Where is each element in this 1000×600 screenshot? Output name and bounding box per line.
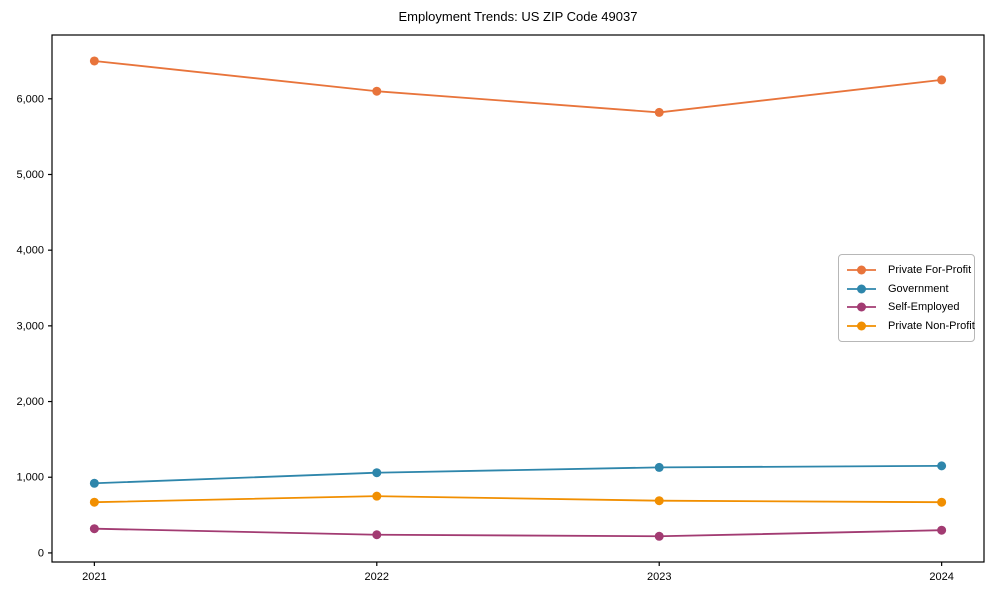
legend-label: Private For-Profit (888, 264, 972, 276)
legend-label: Self-Employed (888, 301, 960, 314)
data-point-marker (372, 86, 382, 96)
y-tick-label: 1,000 (16, 472, 44, 484)
x-tick-label: 2023 (647, 571, 671, 583)
data-point-marker (89, 478, 99, 488)
data-point-marker (654, 107, 664, 117)
data-point-marker (89, 56, 99, 66)
chart-title: Employment Trends: US ZIP Code 49037 (398, 9, 638, 24)
data-point-marker (654, 462, 664, 472)
y-tick-label: 4,000 (16, 245, 44, 257)
y-tick-label: 0 (38, 547, 44, 559)
legend-line-marker-icon (847, 302, 876, 312)
data-point-marker (89, 524, 99, 534)
plot-frame (51, 34, 985, 563)
legend-label: Government (888, 282, 949, 295)
data-point-marker (372, 491, 382, 501)
y-tick-label: 3,000 (16, 320, 44, 332)
data-point-marker (654, 531, 664, 541)
data-point-marker (89, 497, 99, 507)
x-tick-label: 2021 (82, 571, 106, 583)
legend-line-marker-icon (847, 321, 876, 331)
data-point-marker (372, 468, 382, 478)
data-point-marker (937, 75, 947, 85)
y-tick-label: 2,000 (16, 396, 44, 408)
x-tick-label: 2024 (929, 571, 953, 583)
series-line (94, 464, 942, 485)
x-tick-label: 2022 (365, 571, 389, 583)
legend-item-self-employed: Self-Employed (846, 298, 966, 316)
series-line (94, 60, 942, 114)
legend-item-private-non-profit: Private Non-Profit (846, 317, 975, 335)
data-point-marker (654, 496, 664, 506)
data-point-marker (372, 530, 382, 540)
legend-item-government: Government (846, 280, 966, 298)
legend-line-marker-icon (847, 265, 876, 275)
legend-item-private-for-profit: Private For-Profit (846, 261, 971, 279)
y-tick-label: 5,000 (16, 169, 44, 181)
data-point-marker (937, 461, 947, 471)
data-point-marker (937, 525, 947, 535)
legend: Private For-Profit Government Self-Emplo… (838, 254, 975, 342)
y-tick-label: 6,000 (16, 93, 44, 105)
legend-label: Private Non-Profit (888, 319, 975, 332)
series-line (94, 527, 942, 538)
data-point-marker (937, 497, 947, 507)
legend-line-marker-icon (847, 284, 876, 294)
series-line (94, 495, 942, 504)
